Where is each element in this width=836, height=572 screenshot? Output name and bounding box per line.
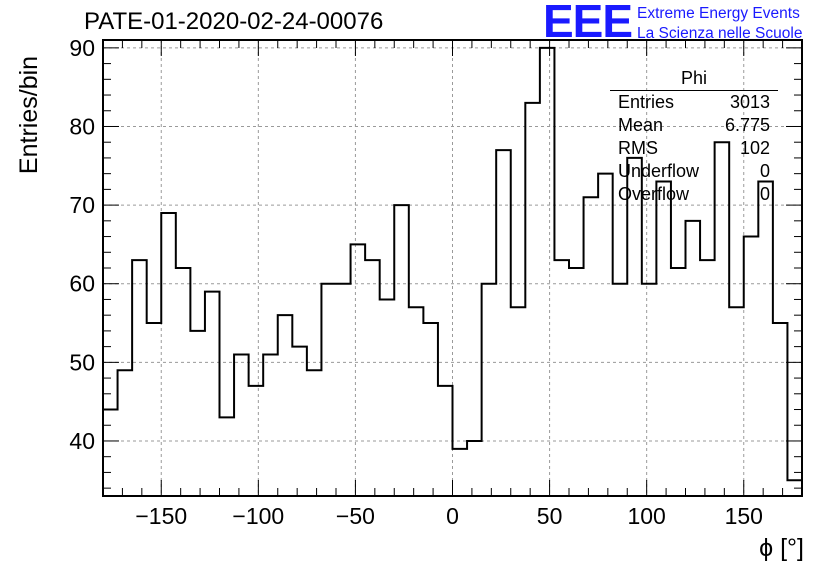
x-tick-label: −100 (232, 503, 284, 529)
histogram-bin (467, 441, 482, 496)
histogram-bin (540, 48, 555, 496)
chart-title: PATE-01-2020-02-24-00076 (84, 8, 384, 35)
stats-value: 0 (759, 161, 770, 181)
stats-value: 6.775 (724, 115, 770, 135)
stats-row-mean: Mean 6.775 (610, 114, 778, 137)
eee-logo-mark: EEE (543, 0, 633, 47)
x-tick-label: −150 (135, 503, 187, 529)
y-tick-label: 50 (69, 349, 95, 375)
y-axis-label: Entries/bin (15, 55, 43, 175)
histogram-bin (729, 307, 744, 496)
histogram-bin (525, 103, 540, 496)
stats-title: Phi (610, 66, 778, 91)
y-tick-label: 90 (69, 35, 95, 61)
tick-labels: −150 −100 −50 0 50 100 150 40 50 60 70 80 90 (69, 35, 763, 529)
stats-value: 3013 (729, 92, 770, 112)
stats-row-underflow: Underflow 0 (610, 160, 778, 183)
stats-row-overflow: Overflow 0 (610, 183, 778, 206)
x-axis-label: ϕ [°] (759, 534, 804, 562)
histogram-bin (147, 323, 162, 496)
x-tick-label: 0 (446, 503, 459, 529)
histogram-bin (409, 307, 424, 496)
stats-label: Entries (618, 92, 675, 112)
histogram-bin (423, 323, 438, 496)
stats-label: RMS (618, 138, 658, 158)
histogram-bin (627, 158, 642, 496)
histogram-bin (234, 354, 249, 496)
histogram-bin (336, 284, 351, 496)
stats-label: Mean (618, 115, 664, 135)
histogram-bin (700, 260, 715, 496)
histogram-bin (656, 182, 671, 496)
histogram-bin (220, 417, 235, 496)
histogram-bin (511, 307, 526, 496)
histogram-bin (278, 315, 293, 496)
histogram-bin (773, 323, 788, 496)
x-tick-label: 100 (627, 503, 665, 529)
x-tick-label: −50 (336, 503, 375, 529)
histogram-bin (438, 386, 453, 496)
y-tick-label: 70 (69, 192, 95, 218)
histogram-bin (744, 237, 759, 496)
histogram-bin (351, 244, 366, 496)
histogram-bin (263, 354, 278, 496)
stats-label: Overflow (618, 184, 690, 204)
stats-value: 0 (759, 184, 770, 204)
histogram-bin (613, 284, 628, 496)
histogram-bin (671, 268, 686, 496)
histogram-bin (496, 150, 511, 496)
x-tick-label: 150 (725, 503, 763, 529)
histogram-bin (569, 268, 584, 496)
histogram-bin (249, 386, 264, 496)
histogram-bin (598, 174, 613, 496)
histogram-bin (103, 410, 118, 496)
stats-value: 102 (739, 138, 770, 158)
histogram-bin (190, 331, 205, 496)
histogram-bin (365, 260, 380, 496)
histogram-bin (453, 449, 468, 496)
stats-box: Phi Entries 3013 Mean 6.775 RMS 102 Unde… (610, 66, 778, 206)
stats-row-rms: RMS 102 (610, 137, 778, 160)
stats-label: Underflow (618, 161, 700, 181)
y-tick-label: 60 (69, 271, 95, 297)
histogram-bin (686, 221, 701, 496)
histogram-bin (787, 480, 802, 496)
histogram-bin (161, 213, 176, 496)
x-tick-label: 50 (537, 503, 563, 529)
logo-line-2: La Scienza nelle Scuole (637, 25, 803, 42)
histogram-bin (584, 197, 599, 496)
histogram-line (103, 46, 802, 482)
histogram-bin (205, 292, 220, 496)
stats-row-entries: Entries 3013 (610, 91, 778, 114)
y-tick-label: 40 (69, 428, 95, 454)
histogram-bin (292, 347, 307, 496)
histogram-bin (394, 205, 409, 496)
histogram-bin (321, 284, 336, 496)
histogram-bin (307, 370, 322, 496)
y-tick-label: 80 (69, 113, 95, 139)
histogram-bin (118, 370, 133, 496)
histogram-bin (642, 284, 657, 496)
histogram-series (103, 46, 802, 496)
axis-ticks (102, 40, 803, 496)
histogram-bin (554, 260, 569, 496)
histogram-bin (176, 268, 191, 496)
histogram-bin (132, 260, 147, 496)
histogram-bin (482, 284, 497, 496)
histogram-bin (380, 299, 395, 496)
logo-line-1: Extreme Energy Events (637, 5, 800, 22)
histogram-bin (758, 182, 773, 496)
